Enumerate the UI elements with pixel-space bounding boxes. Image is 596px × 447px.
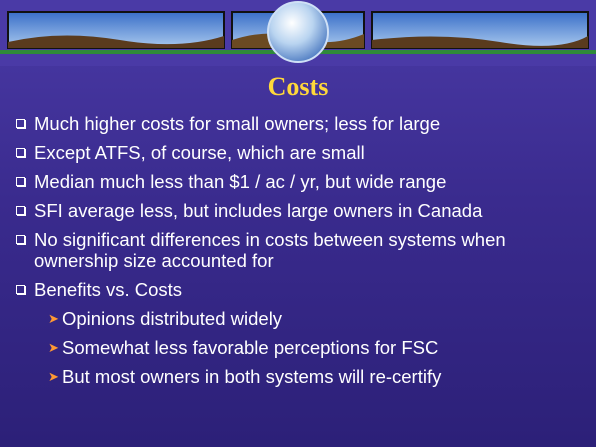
bullet-marker: [16, 148, 25, 157]
bullet-text: No significant differences in costs betw…: [34, 229, 506, 271]
bullet: Much higher costs for small owners; less…: [14, 113, 574, 134]
slide: Costs Much higher costs for small owners…: [0, 0, 596, 447]
bullet-marker: [16, 177, 25, 186]
sub-bullet-marker: ➤: [48, 308, 59, 329]
bullet-marker: [16, 206, 25, 215]
bullet-text: Median much less than $1 / ac / yr, but …: [34, 171, 446, 192]
sub-bullet-text: But most owners in both systems will re-…: [62, 366, 441, 387]
bullet-text: Benefits vs. Costs: [34, 279, 182, 300]
sub-bullet: ➤Opinions distributed widely: [34, 308, 574, 329]
bullet-marker: [16, 235, 25, 244]
bullet-marker: [16, 119, 25, 128]
sub-bullet: ➤Somewhat less favorable perceptions for…: [34, 337, 574, 358]
bullet-marker: [16, 285, 25, 294]
sub-bullet-text: Somewhat less favorable perceptions for …: [62, 337, 438, 358]
sub-bullet-marker: ➤: [48, 366, 59, 387]
bullet-text: SFI average less, but includes large own…: [34, 200, 482, 221]
bullet-list: Much higher costs for small owners; less…: [14, 113, 574, 395]
bullet: Median much less than $1 / ac / yr, but …: [14, 171, 574, 192]
banner: [0, 0, 596, 66]
bullet-text: Except ATFS, of course, which are small: [34, 142, 365, 163]
bullet-text: Much higher costs for small owners; less…: [34, 113, 440, 134]
bullet: SFI average less, but includes large own…: [14, 200, 574, 221]
sub-bullet: ➤But most owners in both systems will re…: [34, 366, 574, 387]
sub-bullet-marker: ➤: [48, 337, 59, 358]
bullet: Benefits vs. Costs➤Opinions distributed …: [14, 279, 574, 387]
slide-title: Costs: [0, 72, 596, 102]
bullet: Except ATFS, of course, which are small: [14, 142, 574, 163]
bullet: No significant differences in costs betw…: [14, 229, 574, 271]
sub-bullet-text: Opinions distributed widely: [62, 308, 282, 329]
